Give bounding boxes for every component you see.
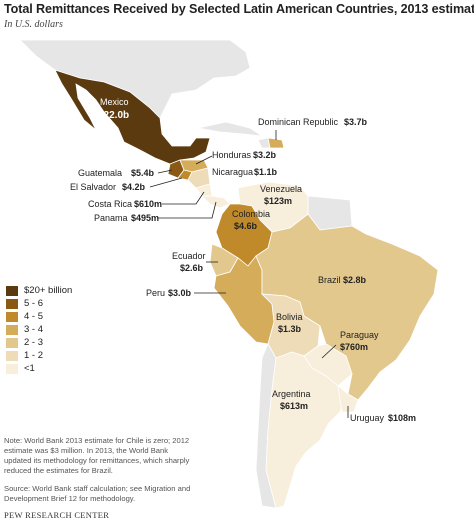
bolivia-name-label: Bolivia — [276, 312, 303, 322]
argentina-shape[interactable] — [265, 351, 347, 509]
source-note: Source: World Bank staff calculation; se… — [4, 484, 191, 503]
map-subtitle: In U.S. dollars — [4, 19, 63, 30]
legend-label: 2 - 3 — [24, 337, 44, 348]
legend-swatch — [6, 285, 18, 296]
dominican-republic-shape[interactable] — [267, 137, 285, 149]
argentina-name-label: Argentina — [272, 389, 311, 399]
legend-label: <1 — [24, 363, 35, 374]
legend-item: $20+ billion — [6, 284, 72, 297]
bolivia-value-label: $1.3b — [278, 324, 302, 334]
panama-leader-line — [158, 201, 217, 219]
colombia-name-label: Colombia — [232, 209, 270, 219]
guatemala-leader-line — [157, 169, 173, 174]
legend: $20+ billion 5 - 6 4 - 5 3 - 4 2 - 3 1 -… — [6, 284, 72, 375]
peru-value-label: $3.0b — [168, 288, 192, 298]
footnote: Note: World Bank 2013 estimate for Chile… — [4, 436, 190, 475]
ecuador-name-label: Ecuador — [172, 251, 206, 261]
guatemala-value-label: $5.4b — [131, 168, 155, 178]
legend-swatch — [6, 337, 18, 348]
mexico-shape[interactable] — [54, 69, 211, 165]
legend-swatch — [6, 311, 18, 322]
el-salvador-value-label: $4.2b — [122, 182, 146, 192]
ecuador-value-label: $2.6b — [180, 263, 204, 273]
brazil-value-label: $2.8b — [343, 275, 367, 285]
honduras-leader-line — [195, 155, 213, 165]
panama-name-label: Panama — [94, 213, 128, 223]
legend-label: 1 - 2 — [24, 350, 44, 361]
nicaragua-shape[interactable] — [187, 167, 211, 189]
dominican-republic-value-label: $3.7b — [344, 117, 368, 127]
legend-label: 4 - 5 — [24, 311, 44, 322]
paraguay-name-label: Paraguay — [340, 330, 379, 340]
honduras-value-label: $3.2b — [253, 150, 277, 160]
costa-rica-value-label: $610m — [134, 199, 162, 209]
legend-label: 3 - 4 — [24, 324, 44, 335]
costa-rica-name-label: Costa Rica — [88, 199, 132, 209]
uruguay-name-label: Uruguay — [350, 413, 385, 423]
credit: PEW RESEARCH CENTER — [4, 510, 110, 520]
mexico-name-label: Mexico — [100, 97, 129, 107]
uruguay-shape[interactable] — [337, 385, 359, 413]
venezuela-value-label: $123m — [264, 196, 292, 206]
legend-item: 5 - 6 — [6, 297, 72, 310]
el-salvador-leader-line — [149, 177, 183, 188]
argentina-value-label: $613m — [280, 401, 308, 411]
cuba-shape — [197, 121, 263, 137]
legend-swatch — [6, 363, 18, 374]
map-title: Total Remittances Received by Selected L… — [4, 2, 474, 16]
paraguay-value-label: $760m — [340, 342, 368, 352]
peru-name-label: Peru — [146, 288, 165, 298]
mexico-value-label: $22.0b — [98, 110, 129, 121]
honduras-name-label: Honduras — [212, 150, 252, 160]
legend-item: 2 - 3 — [6, 336, 72, 349]
legend-item: 4 - 5 — [6, 310, 72, 323]
venezuela-name-label: Venezuela — [260, 184, 302, 194]
costa-rica-leader-line — [162, 191, 205, 205]
guatemala-name-label: Guatemala — [78, 168, 122, 178]
dominican-republic-name-label: Dominican Republic — [258, 117, 339, 127]
legend-item: <1 — [6, 362, 72, 375]
uruguay-value-label: $108m — [388, 413, 416, 423]
legend-item: 3 - 4 — [6, 323, 72, 336]
paraguay-leader-line — [321, 344, 337, 359]
legend-label: $20+ billion — [24, 285, 73, 296]
colombia-value-label: $4.6b — [234, 221, 258, 231]
legend-swatch — [6, 298, 18, 309]
brazil-name-label: Brazil — [318, 275, 341, 285]
legend-label: 5 - 6 — [24, 298, 44, 309]
legend-swatch — [6, 350, 18, 361]
legend-swatch — [6, 324, 18, 335]
panama-value-label: $495m — [131, 213, 159, 223]
nicaragua-value-label: $1.1b — [254, 167, 278, 177]
el-salvador-name-label: El Salvador — [70, 182, 116, 192]
legend-item: 1 - 2 — [6, 349, 72, 362]
nicaragua-name-label: Nicaragua — [212, 167, 253, 177]
